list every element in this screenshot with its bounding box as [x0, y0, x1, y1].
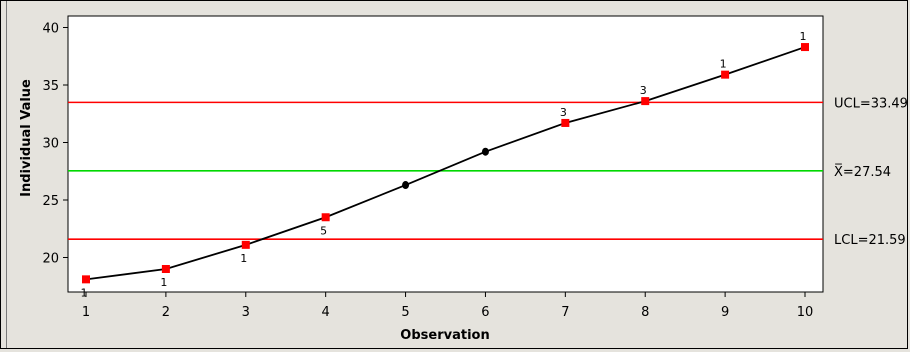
- data-points: [82, 43, 809, 284]
- control-limit-label-1: X̅=27.54: [834, 163, 891, 179]
- annotation-4: 5: [320, 224, 327, 237]
- x-axis-title: Observation: [400, 328, 489, 343]
- x-tick-label-1: 1: [82, 305, 90, 320]
- data-point-8: [641, 97, 650, 106]
- data-point-6: [481, 147, 489, 156]
- y-tick-label-20: 20: [42, 252, 59, 267]
- x-tick-label-5: 5: [401, 305, 409, 320]
- data-point-2: [161, 265, 170, 273]
- series-line: [85, 46, 806, 281]
- y-tick-label-35: 35: [42, 79, 59, 94]
- x-tick-label-6: 6: [481, 305, 489, 320]
- x-tick-label-4: 4: [322, 305, 330, 320]
- x-tick-label-10: 10: [797, 305, 814, 320]
- x-tick-label-2: 2: [162, 305, 170, 320]
- x-tick-label-7: 7: [561, 305, 569, 320]
- y-tick-label-40: 40: [42, 22, 59, 37]
- annotation-7: 3: [560, 106, 567, 119]
- data-point-10: [801, 43, 809, 52]
- y-tick-label-30: 30: [42, 137, 59, 152]
- plot-area: [67, 15, 824, 293]
- annotation-2: 1: [160, 276, 167, 289]
- control-limit-label-0: UCL=33.49: [834, 96, 908, 111]
- y-tick-label-25: 25: [42, 194, 59, 209]
- control-limit-label-2: LCL=21.59: [834, 233, 906, 248]
- y-axis-title: Individual Value: [19, 79, 34, 197]
- data-point-1: [82, 275, 90, 284]
- annotation-10: 1: [800, 30, 807, 43]
- y-axis: 20 25 30 35 40: [42, 22, 68, 267]
- annotation-9: 1: [720, 58, 727, 71]
- point-annotations: 1 1 1 5 3 3 1 1: [81, 30, 807, 299]
- annotation-3: 1: [240, 252, 247, 265]
- data-point-9: [721, 70, 730, 79]
- control-limits: UCL=33.49 X̅=27.54 LCL=21.59: [68, 96, 908, 248]
- annotation-8: 3: [640, 84, 647, 97]
- x-tick-label-9: 9: [721, 305, 729, 320]
- data-point-4: [321, 213, 330, 222]
- x-axis: 1 2 3 4 5 6 7 8 9 10: [82, 292, 813, 320]
- data-point-5: [402, 181, 410, 190]
- x-tick-label-8: 8: [641, 305, 649, 320]
- series-line-group: [85, 46, 806, 281]
- data-point-7: [561, 118, 570, 127]
- annotation-1: 1: [81, 286, 88, 299]
- data-point-3: [241, 240, 250, 249]
- x-tick-label-3: 3: [242, 305, 250, 320]
